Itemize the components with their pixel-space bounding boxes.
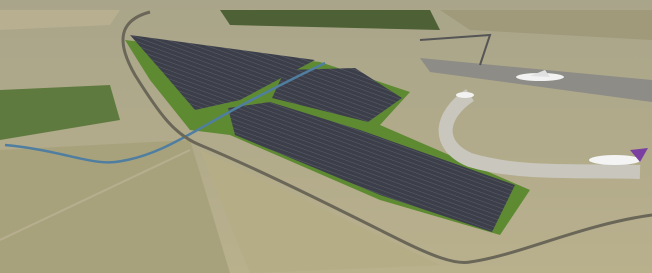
aerial-image: [0, 0, 652, 273]
page: {}: [0, 0, 652, 273]
field: [0, 140, 230, 273]
airplane: [456, 92, 474, 98]
